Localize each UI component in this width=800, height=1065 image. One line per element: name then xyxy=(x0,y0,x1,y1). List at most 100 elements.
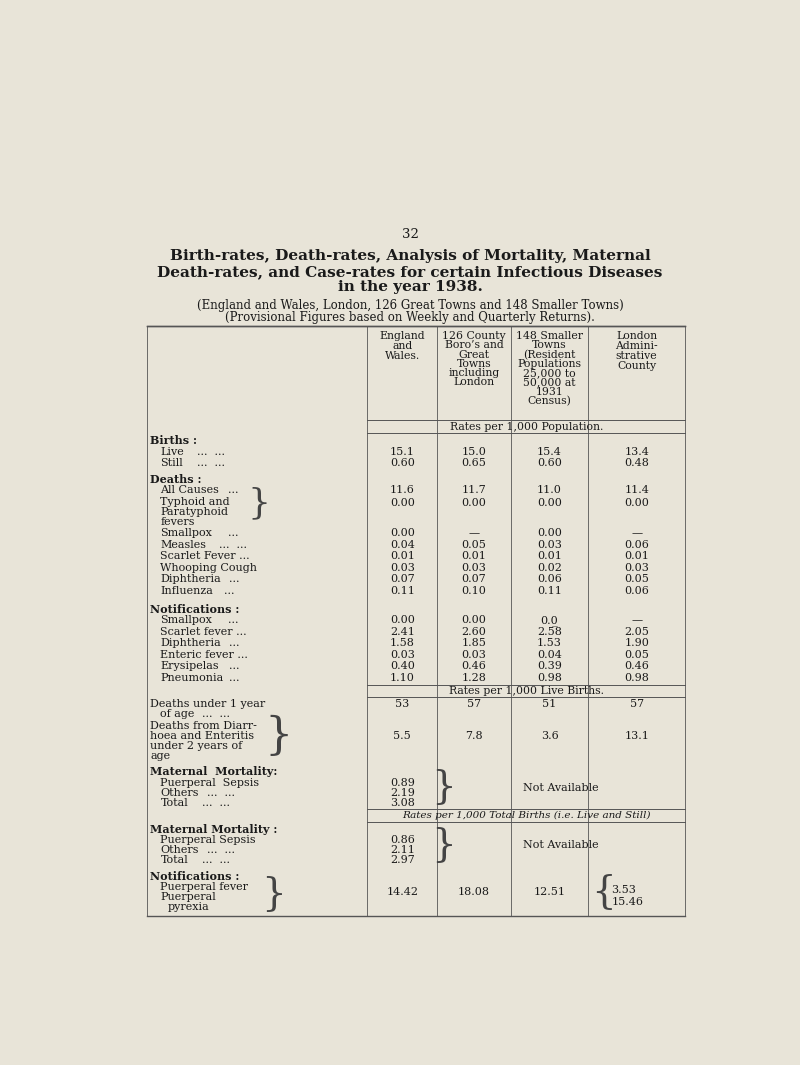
Text: 0.02: 0.02 xyxy=(537,562,562,573)
Text: ...  ...: ... ... xyxy=(197,446,225,457)
Text: 0.05: 0.05 xyxy=(624,650,649,660)
Text: 148 Smaller: 148 Smaller xyxy=(516,331,583,341)
Text: 0.10: 0.10 xyxy=(462,586,486,596)
Text: London: London xyxy=(454,377,494,388)
Text: under 2 years of: under 2 years of xyxy=(150,741,242,751)
Text: 5.5: 5.5 xyxy=(394,731,411,741)
Text: Erysipelas: Erysipelas xyxy=(161,661,219,671)
Text: ...: ... xyxy=(228,616,238,625)
Text: All Causes: All Causes xyxy=(161,485,219,495)
Text: ...  ...: ... ... xyxy=(202,709,230,719)
Text: 12.51: 12.51 xyxy=(534,887,566,898)
Text: ...  ...: ... ... xyxy=(218,540,246,550)
Text: Deaths from Diarr-: Deaths from Diarr- xyxy=(150,721,258,731)
Text: 0.03: 0.03 xyxy=(624,562,649,573)
Text: fevers: fevers xyxy=(161,517,195,527)
Text: 1.10: 1.10 xyxy=(390,673,414,683)
Text: 1.90: 1.90 xyxy=(624,638,649,649)
Text: 0.05: 0.05 xyxy=(624,574,649,585)
Text: 0.60: 0.60 xyxy=(537,458,562,469)
Text: —: — xyxy=(468,528,479,538)
Text: 0.60: 0.60 xyxy=(390,458,414,469)
Text: ...: ... xyxy=(228,485,238,495)
Text: 0.04: 0.04 xyxy=(537,650,562,660)
Text: 25,000 to: 25,000 to xyxy=(523,368,576,378)
Text: Enteric fever ...: Enteric fever ... xyxy=(161,650,248,660)
Text: 1.53: 1.53 xyxy=(537,638,562,649)
Text: 0.00: 0.00 xyxy=(462,497,486,508)
Text: Smallpox: Smallpox xyxy=(161,528,212,538)
Text: 0.06: 0.06 xyxy=(624,540,649,550)
Text: ...  ...: ... ... xyxy=(202,798,230,807)
Text: 11.7: 11.7 xyxy=(462,485,486,495)
Text: 13.4: 13.4 xyxy=(624,446,649,457)
Text: Rates per 1,000 Live Births.: Rates per 1,000 Live Births. xyxy=(449,686,604,697)
Text: 0.65: 0.65 xyxy=(462,458,486,469)
Text: 14.42: 14.42 xyxy=(386,887,418,898)
Text: Scarlet Fever ...: Scarlet Fever ... xyxy=(161,552,250,561)
Text: 13.1: 13.1 xyxy=(624,731,649,741)
Text: —: — xyxy=(631,528,642,538)
Text: Census): Census) xyxy=(527,396,571,406)
Text: Towns: Towns xyxy=(532,341,567,350)
Text: Smallpox: Smallpox xyxy=(161,616,212,625)
Text: 15.46: 15.46 xyxy=(611,897,643,907)
Text: Whooping Cough: Whooping Cough xyxy=(161,562,258,573)
Text: 0.00: 0.00 xyxy=(462,616,486,625)
Text: 15.1: 15.1 xyxy=(390,446,414,457)
Text: of age: of age xyxy=(161,709,195,719)
Text: 0.05: 0.05 xyxy=(462,540,486,550)
Text: 7.8: 7.8 xyxy=(465,731,482,741)
Text: 15.0: 15.0 xyxy=(462,446,486,457)
Text: London: London xyxy=(616,331,658,341)
Text: 0.03: 0.03 xyxy=(462,650,486,660)
Text: 3.08: 3.08 xyxy=(390,798,414,807)
Text: Pneumonia: Pneumonia xyxy=(161,673,224,683)
Text: Rates per 1,000 Total Births (i.e. Live and Still): Rates per 1,000 Total Births (i.e. Live … xyxy=(402,810,650,820)
Text: ...  ...: ... ... xyxy=(207,846,235,855)
Text: ...  ...: ... ... xyxy=(197,458,225,469)
Text: 0.11: 0.11 xyxy=(390,586,414,596)
Text: (England and Wales, London, 126 Great Towns and 148 Smaller Towns): (England and Wales, London, 126 Great To… xyxy=(197,299,623,312)
Text: Total: Total xyxy=(161,798,188,807)
Text: Not Available: Not Available xyxy=(523,840,599,851)
Text: 0.98: 0.98 xyxy=(537,673,562,683)
Text: Measles: Measles xyxy=(161,540,206,550)
Text: 2.11: 2.11 xyxy=(390,846,414,855)
Text: 0.03: 0.03 xyxy=(390,562,414,573)
Text: 57: 57 xyxy=(630,699,644,709)
Text: Typhoid and: Typhoid and xyxy=(161,496,230,507)
Text: age: age xyxy=(150,751,170,760)
Text: Towns: Towns xyxy=(457,359,491,368)
Text: Total: Total xyxy=(161,855,188,866)
Text: 0.00: 0.00 xyxy=(537,497,562,508)
Text: 0.48: 0.48 xyxy=(624,458,649,469)
Text: ...: ... xyxy=(230,661,240,671)
Text: 0.00: 0.00 xyxy=(390,528,414,538)
Text: 0.03: 0.03 xyxy=(462,562,486,573)
Text: 0.40: 0.40 xyxy=(390,661,414,671)
Text: 0.00: 0.00 xyxy=(537,528,562,538)
Text: hoea and Enteritis: hoea and Enteritis xyxy=(150,731,254,741)
Text: Notifications :: Notifications : xyxy=(150,604,240,615)
Text: 15.4: 15.4 xyxy=(537,446,562,457)
Text: Others: Others xyxy=(161,788,199,798)
Text: England: England xyxy=(379,331,425,341)
Text: {: { xyxy=(591,874,616,911)
Text: 57: 57 xyxy=(467,699,481,709)
Text: Live: Live xyxy=(161,446,184,457)
Text: 1.28: 1.28 xyxy=(462,673,486,683)
Text: Puerperal Sepsis: Puerperal Sepsis xyxy=(161,835,256,846)
Text: 0.06: 0.06 xyxy=(537,574,562,585)
Text: 0.01: 0.01 xyxy=(537,552,562,561)
Text: }: } xyxy=(431,769,456,806)
Text: 32: 32 xyxy=(402,228,418,241)
Text: strative: strative xyxy=(616,351,658,361)
Text: 0.46: 0.46 xyxy=(624,661,649,671)
Text: 18.08: 18.08 xyxy=(458,887,490,898)
Text: 3.6: 3.6 xyxy=(541,731,558,741)
Text: (Provisional Figures based on Weekly and Quarterly Returns).: (Provisional Figures based on Weekly and… xyxy=(225,311,595,324)
Text: ...: ... xyxy=(230,673,240,683)
Text: }: } xyxy=(264,715,293,757)
Text: Still: Still xyxy=(161,458,183,469)
